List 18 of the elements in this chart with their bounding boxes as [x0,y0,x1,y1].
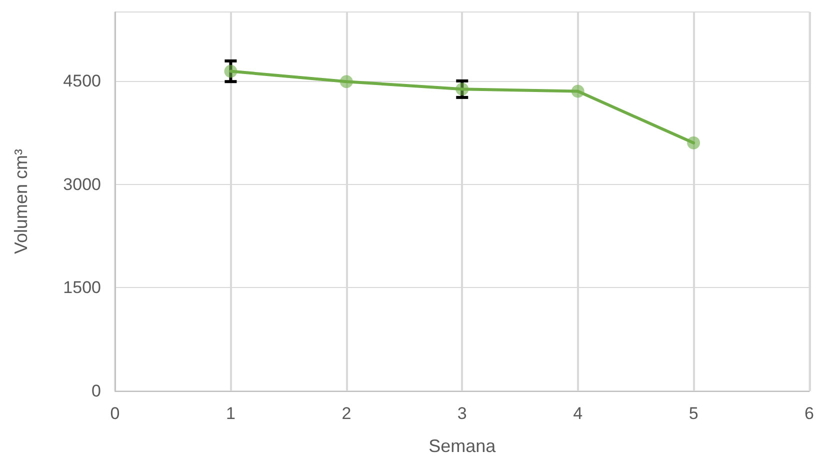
x-axis-title: Semana [428,436,497,456]
point [456,82,469,96]
point [571,84,584,98]
point [340,75,353,88]
x-tick-label: 1 [226,404,236,423]
point [224,64,238,78]
x-tick-label: 2 [342,404,352,423]
y-tick-label: 3000 [63,174,101,194]
y-tick-label: 4500 [63,71,101,90]
y-axis-title: Volumen cm³ [11,148,31,254]
y-tick-label: 0 [92,382,101,400]
x-tick-label: 6 [804,404,814,423]
point [687,136,700,150]
x-tick-label: 0 [110,404,120,423]
x-tick-label: 5 [688,404,698,423]
y-tick-label: 1500 [63,278,101,298]
x-tick-label: 3 [457,404,467,423]
x-tick-label: 4 [573,404,583,423]
